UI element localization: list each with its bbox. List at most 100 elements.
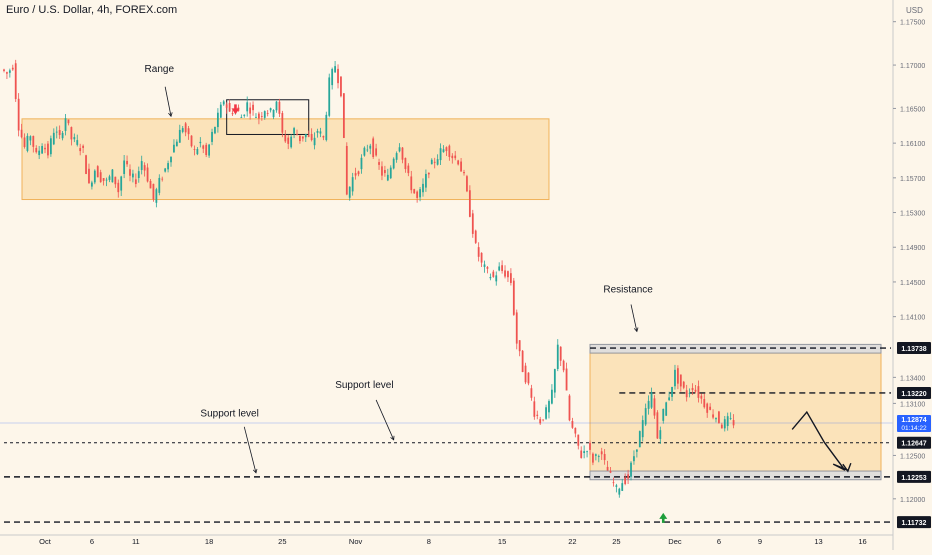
annotation-label: Range [145, 64, 175, 75]
candle [161, 178, 164, 180]
candle [668, 397, 671, 401]
candle [310, 133, 313, 141]
callout-arrow [630, 304, 638, 332]
x-tick-label: 16 [858, 537, 866, 546]
candle [322, 136, 325, 138]
x-tick-label: 15 [498, 537, 506, 546]
candle [650, 392, 653, 408]
x-tick-label: 18 [205, 537, 213, 546]
candle [674, 369, 676, 387]
candle [515, 312, 518, 344]
x-tick-label: 25 [278, 537, 286, 546]
candle [430, 159, 433, 165]
candle [662, 408, 665, 421]
candle [96, 166, 99, 178]
candle [419, 189, 421, 198]
y-tick-label: 1.13400 [900, 375, 925, 382]
candle [219, 104, 222, 118]
candle [457, 160, 460, 165]
candle [416, 191, 419, 198]
candle [565, 368, 568, 391]
candle [175, 141, 178, 147]
sell-arrow-icon [231, 108, 240, 115]
buy-arrow-icon [659, 512, 668, 519]
candle [398, 147, 401, 152]
level-price-tag [897, 342, 931, 355]
level-price-label: 1.13220 [901, 391, 926, 398]
candle [466, 176, 468, 192]
candle [293, 128, 295, 134]
candle [644, 408, 647, 425]
y-tick-label: 1.17000 [900, 63, 925, 70]
candle [20, 129, 23, 138]
candle [17, 98, 20, 131]
candle [44, 147, 46, 150]
candle [366, 149, 369, 151]
level-price-label: 1.12253 [901, 475, 926, 482]
y-tick-label: 1.14500 [900, 280, 925, 287]
candle [41, 146, 43, 154]
candle [263, 111, 266, 118]
candle [351, 177, 354, 192]
candle [49, 138, 52, 155]
candle [454, 155, 457, 159]
candle [495, 275, 498, 282]
candle [216, 112, 219, 128]
candle [682, 381, 685, 388]
candle [38, 150, 41, 156]
candle [389, 167, 392, 179]
x-tick-label: 6 [90, 537, 94, 546]
candle [155, 189, 158, 203]
candle [392, 158, 395, 169]
candle [474, 230, 477, 243]
candle [498, 266, 501, 271]
candle [659, 430, 662, 439]
candle [357, 171, 360, 175]
candle [108, 176, 111, 180]
candle [249, 107, 252, 114]
x-tick-label: 9 [758, 537, 762, 546]
candle [492, 271, 495, 277]
candle [439, 148, 442, 161]
candle [507, 271, 509, 278]
candle [638, 431, 641, 448]
candle [691, 387, 694, 391]
level-price-tag [897, 386, 931, 399]
candle [395, 153, 398, 160]
candle [307, 135, 310, 137]
candle [14, 63, 17, 99]
candle [709, 406, 712, 410]
candle [29, 136, 32, 141]
candle [284, 134, 287, 142]
candle [615, 485, 618, 487]
candle [665, 402, 668, 416]
candle [47, 143, 49, 156]
candle [316, 131, 319, 133]
candle [624, 477, 627, 485]
callout-arrow [243, 426, 257, 473]
candle [275, 101, 278, 111]
candle [199, 141, 202, 144]
candle [243, 114, 246, 116]
y-tick-label: 1.15700 [900, 176, 925, 183]
candle [184, 123, 187, 133]
candle [23, 137, 26, 147]
x-tick-label: 25 [612, 537, 620, 546]
candle [609, 471, 612, 473]
candle [3, 69, 5, 71]
candle [527, 372, 530, 384]
candle [67, 119, 70, 124]
candle [606, 466, 609, 471]
callout-arrow [164, 86, 172, 117]
candle [635, 449, 638, 452]
candle [6, 72, 8, 74]
currency-label: USD [906, 6, 923, 15]
candle [246, 102, 249, 112]
candle [539, 419, 542, 424]
candle [386, 174, 389, 181]
candle [630, 462, 632, 477]
candle [574, 427, 577, 434]
candle [448, 145, 451, 157]
